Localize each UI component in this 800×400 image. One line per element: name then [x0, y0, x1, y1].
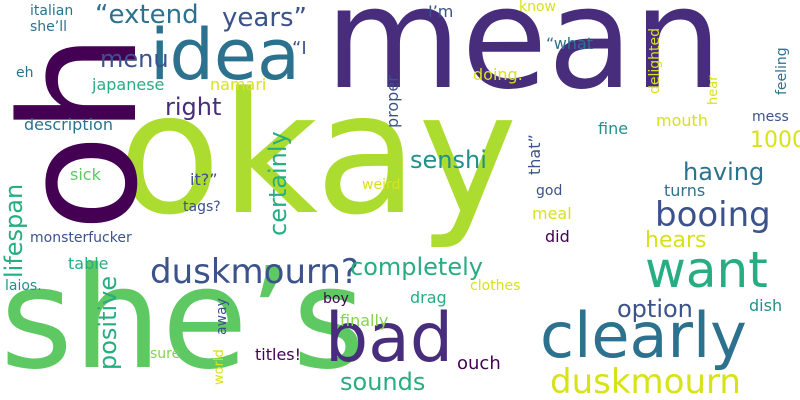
word-description: description — [24, 115, 113, 134]
word-tags: tags? — [183, 199, 221, 215]
word-feeling: feeling — [774, 47, 790, 95]
word-drag: drag — [410, 288, 447, 307]
word-eh: eh — [16, 65, 34, 81]
word-positive: positive — [94, 275, 122, 370]
word-ouch: ouch — [457, 353, 501, 374]
word-idea: idea — [150, 14, 300, 96]
word-boy: boy — [323, 291, 349, 307]
word-world: world — [212, 349, 227, 385]
word-namari: namari — [210, 75, 267, 94]
word-sounds: sounds — [340, 368, 426, 396]
word-delighted: delighted — [647, 27, 663, 94]
word-years: years” — [222, 3, 308, 33]
word-certainly: certainly — [264, 131, 292, 236]
word-monsterfucker: monsterfucker — [30, 230, 132, 246]
word-menu: menu — [100, 45, 169, 73]
word-proper: proper — [383, 75, 402, 128]
word-table: table — [68, 254, 109, 273]
word-duskmourn-q: duskmourn? — [150, 252, 359, 292]
word-duskmourn: duskmourn — [550, 362, 741, 400]
word-quote-i: “I — [292, 38, 307, 59]
word-titles: titles! — [255, 345, 302, 364]
word-finally: finally — [340, 311, 389, 330]
word-italian: italian — [30, 3, 74, 19]
word-hear: hear — [706, 75, 721, 105]
word-1000: 1000 — [750, 128, 800, 153]
word-extend: “extend — [95, 0, 199, 30]
word-shell: she’ll — [30, 19, 68, 35]
word-completely: completely — [350, 253, 483, 281]
word-clothes: clothes — [470, 278, 521, 294]
word-that: that” — [525, 134, 544, 175]
word-turns: turns — [664, 181, 706, 200]
word-god: god — [536, 183, 563, 199]
word-did: did — [545, 227, 570, 246]
word-mouth: mouth — [656, 111, 708, 130]
word-dish: dish — [749, 296, 783, 315]
word-meal: meal — [532, 204, 572, 223]
word-sure: sure — [150, 346, 181, 362]
word-bad: bad — [325, 299, 453, 378]
word-okay: okay — [118, 56, 518, 252]
word-know: know — [519, 0, 556, 15]
word-mean: mean — [325, 0, 723, 121]
word-fine: fine — [598, 119, 629, 138]
word-having: having — [683, 158, 765, 186]
word-weird: weird — [362, 177, 401, 193]
word-it: it?” — [190, 170, 218, 189]
word-away: away — [214, 298, 230, 335]
word-im: I’m — [428, 2, 454, 21]
word-right: right — [165, 93, 222, 121]
word-laios: laios. — [5, 278, 42, 294]
word-want: want — [645, 241, 768, 299]
word-booing: booing — [655, 195, 771, 235]
word-japanese: japanese — [92, 75, 165, 94]
word-lifespan: lifespan — [0, 183, 28, 278]
word-senshi: senshi — [410, 146, 487, 174]
word-sick: sick — [70, 165, 101, 184]
word-what: “what — [546, 34, 594, 53]
word-shes: she’s — [0, 238, 366, 400]
word-mess: mess — [752, 109, 789, 125]
word-option: option — [617, 295, 693, 323]
word-hears: hears — [645, 228, 707, 253]
word-doing: doing. — [473, 65, 523, 84]
word-clearly: clearly — [540, 299, 747, 372]
